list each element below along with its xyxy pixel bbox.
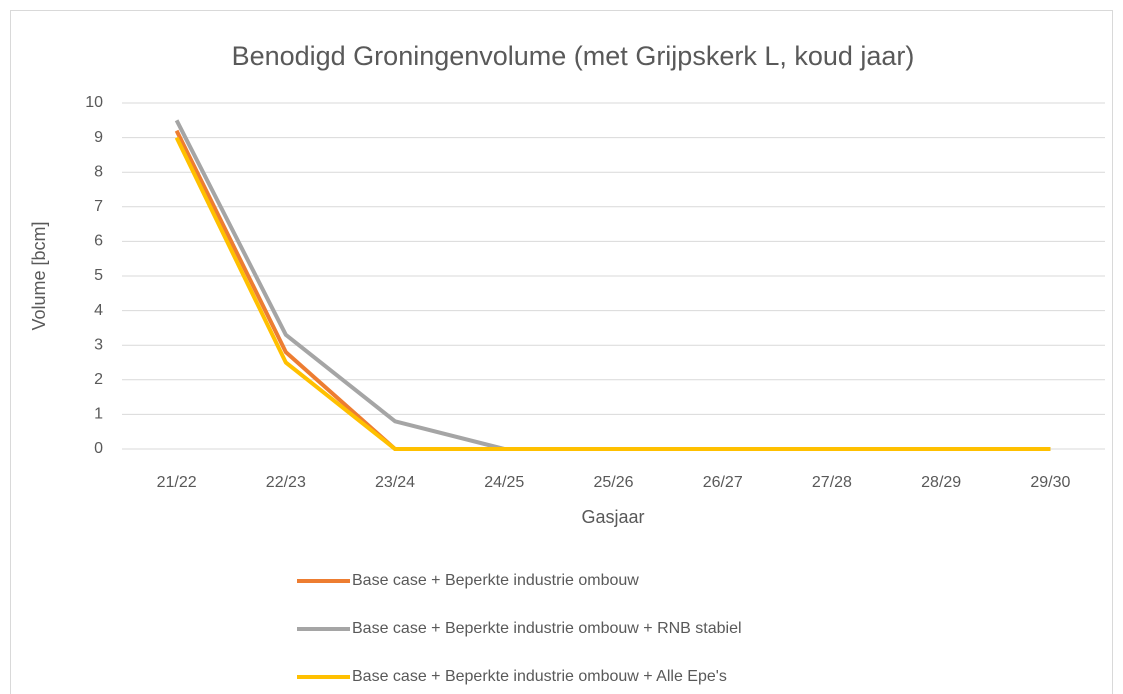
legend-label: Base case + Beperkte industrie ombouw: [352, 572, 639, 589]
y-tick-label: 6: [94, 233, 103, 250]
x-tick-label: 28/29: [921, 474, 961, 491]
y-tick-label: 2: [94, 371, 103, 388]
data-line: [174, 129, 1051, 451]
y-tick-label: 5: [94, 267, 103, 284]
data-line: [174, 136, 1051, 451]
legend-label: Base case + Beperkte industrie ombouw + …: [352, 668, 727, 685]
y-tick-label: 9: [94, 129, 103, 146]
chart-border: [10, 10, 1113, 694]
y-tick-label: 7: [94, 198, 103, 215]
x-axis-title: Gasjaar: [581, 507, 644, 527]
x-tick-label: 29/30: [1030, 474, 1070, 491]
x-tick-label: 24/25: [484, 474, 524, 491]
x-tick-label: 26/27: [703, 474, 743, 491]
y-tick-label: 4: [94, 302, 103, 319]
x-tick-label: 25/26: [593, 474, 633, 491]
legend-label: Base case + Beperkte industrie ombouw + …: [352, 620, 742, 637]
x-tick-label: 23/24: [375, 474, 415, 491]
y-tick-label: 0: [94, 440, 103, 457]
y-tick-label: 3: [94, 336, 103, 353]
y-tick-label: 1: [94, 406, 103, 423]
chart-title: Benodigd Groningenvolume (met Grijpskerk…: [232, 41, 915, 71]
y-tick-label: 8: [94, 163, 103, 180]
y-tick-label: 10: [85, 94, 103, 111]
y-axis-title: Volume [bcm]: [29, 221, 49, 330]
data-line: [174, 119, 1051, 451]
x-tick-label: 27/28: [812, 474, 852, 491]
x-tick-label: 21/22: [157, 474, 197, 491]
x-tick-label: 22/23: [266, 474, 306, 491]
